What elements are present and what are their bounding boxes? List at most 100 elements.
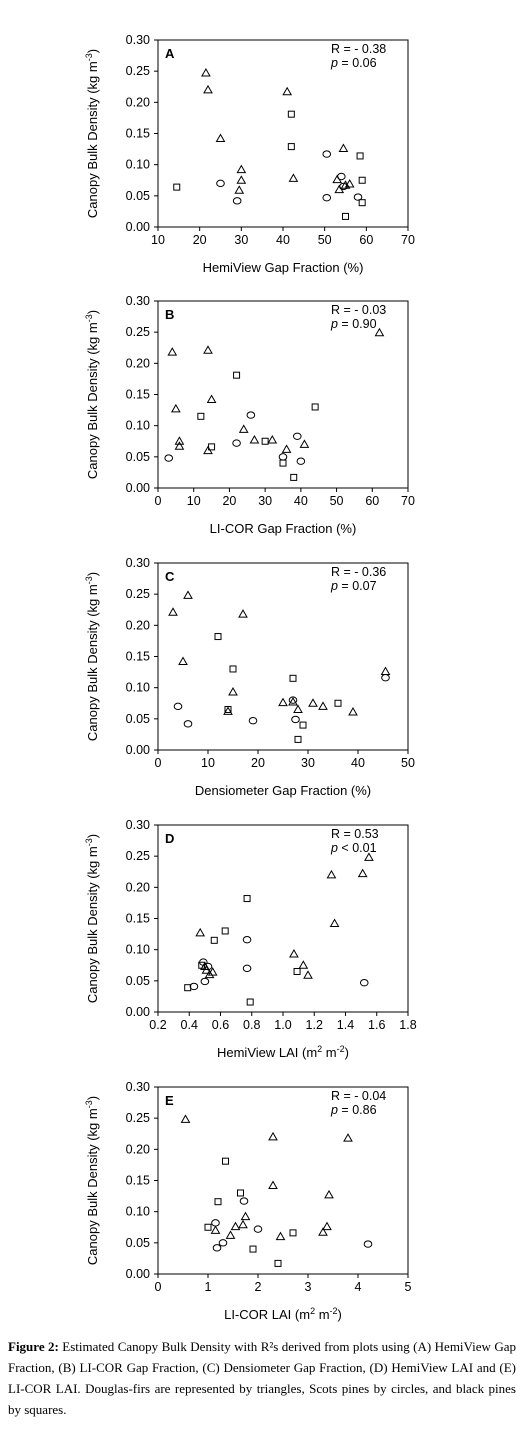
chart-panel-e: 0.00 0.05 0.10 0.15 0.20 0.25 0.30 0 1 2 3 4 5 LI-COR… xyxy=(84,1080,412,1322)
data-point-triangle xyxy=(238,609,248,618)
data-point-square xyxy=(229,665,237,673)
data-point-triangle xyxy=(324,1189,334,1199)
data-point-triangle xyxy=(236,164,247,174)
data-point-triangle xyxy=(203,345,213,354)
data-point-circle xyxy=(212,1244,222,1252)
x-tick-label: 20 xyxy=(251,756,265,770)
data-point-square xyxy=(356,152,364,160)
chart-panel-a: 0.00 0.05 0.10 0.15 0.20 0.25 0.30 10 20 30 40 50 60… xyxy=(84,33,415,275)
x-tick-label: 1.6 xyxy=(368,1018,385,1032)
data-point-triangle xyxy=(308,698,318,707)
stat-r-value: R = - 0.03 xyxy=(331,303,386,317)
data-point-triangle xyxy=(204,969,215,979)
data-point-triangle xyxy=(364,852,374,861)
chart-panel-b: 0.00 0.05 0.10 0.15 0.20 0.25 0.30 0 10 20 30 40 50 6… xyxy=(84,294,415,536)
data-point-square xyxy=(184,984,192,992)
y-tick-label: 0.25 xyxy=(126,325,150,339)
data-point-square xyxy=(358,199,366,207)
y-tick-label: 0.20 xyxy=(126,880,150,894)
data-point-circle xyxy=(242,964,252,973)
panel-letter: B xyxy=(165,307,174,322)
data-point-square xyxy=(294,735,302,743)
y-axis-title: Canopy Bulk Density (kg m-3) xyxy=(84,834,100,1003)
x-tick-label: 4 xyxy=(355,1280,362,1294)
data-point-circle xyxy=(216,179,225,188)
data-point-triangle xyxy=(289,949,299,958)
data-point-square xyxy=(214,1198,222,1206)
x-tick-label: 0.6 xyxy=(212,1018,229,1032)
panel-letter: D xyxy=(165,831,174,846)
y-tick-label: 0.20 xyxy=(126,95,150,109)
data-point-circle xyxy=(164,454,174,462)
y-tick-label: 0.30 xyxy=(126,818,150,832)
x-tick-label: 1.4 xyxy=(337,1018,354,1032)
x-tick-label: 70 xyxy=(401,494,415,508)
data-point-circle xyxy=(232,439,241,447)
y-tick-label: 0.10 xyxy=(126,681,150,695)
data-point-triangle xyxy=(203,84,213,94)
stat-p-value: p = 0.06 xyxy=(330,56,377,70)
y-tick-label: 0.00 xyxy=(126,1267,150,1281)
x-tick-label: 60 xyxy=(365,494,379,508)
x-tick-label: 20 xyxy=(193,233,207,247)
data-point-square xyxy=(197,412,205,420)
y-tick-label: 0.05 xyxy=(126,450,150,464)
y-tick-label: 0.20 xyxy=(126,618,150,632)
data-point-triangle xyxy=(329,918,340,927)
data-point-circle xyxy=(339,182,348,191)
data-point-circle xyxy=(353,193,363,201)
data-point-square xyxy=(173,183,181,191)
data-point-triangle xyxy=(338,143,349,152)
data-point-triangle xyxy=(281,444,292,453)
data-point-triangle xyxy=(240,1211,251,1221)
data-point-square xyxy=(293,967,301,975)
data-point-triangle xyxy=(343,1133,353,1142)
data-point-triangle xyxy=(234,185,245,194)
data-point-triangle xyxy=(318,701,328,710)
data-point-circle xyxy=(211,1219,220,1227)
y-tick-label: 0.05 xyxy=(126,1236,150,1250)
x-tick-label: 2 xyxy=(255,1280,262,1294)
data-point-triangle xyxy=(195,927,206,937)
data-point-square xyxy=(224,705,232,713)
y-tick-label: 0.00 xyxy=(126,481,150,495)
x-tick-label: 10 xyxy=(187,494,201,508)
y-axis-title: Canopy Bulk Density (kg m-3) xyxy=(84,1096,100,1265)
data-point-circle xyxy=(200,977,210,986)
x-tick-label: 30 xyxy=(234,233,248,247)
y-tick-label: 0.25 xyxy=(126,64,150,78)
caption-label: Figure 2: xyxy=(8,1339,59,1354)
data-point-circle xyxy=(246,411,256,419)
y-tick-label: 0.30 xyxy=(126,294,150,308)
stat-r-value: R = - 0.04 xyxy=(331,1089,386,1103)
stat-r-value: R = - 0.38 xyxy=(331,42,386,56)
y-tick-label: 0.15 xyxy=(126,127,150,141)
data-point-square xyxy=(334,699,342,707)
data-point-triangle xyxy=(167,347,178,356)
data-point-square xyxy=(289,674,297,682)
data-point-triangle xyxy=(215,133,226,142)
x-tick-label: 30 xyxy=(301,756,315,770)
y-tick-label: 0.00 xyxy=(126,743,150,757)
stat-p-value: p = 0.86 xyxy=(330,1103,377,1117)
data-point-circle xyxy=(296,457,306,465)
data-point-triangle xyxy=(174,436,185,445)
panel-letter: C xyxy=(165,569,175,584)
data-point-square xyxy=(221,927,229,935)
y-tick-label: 0.10 xyxy=(126,419,150,433)
y-tick-label: 0.10 xyxy=(126,943,150,957)
data-point-square xyxy=(214,633,222,641)
stat-p-value: p = 0.07 xyxy=(330,579,377,593)
data-point-circle xyxy=(239,1197,249,1205)
data-point-circle xyxy=(232,197,242,205)
data-point-triangle xyxy=(293,704,303,713)
x-tick-label: 70 xyxy=(401,233,415,247)
x-tick-label: 3 xyxy=(305,1280,312,1294)
x-tick-label: 1.2 xyxy=(306,1018,323,1032)
data-point-triangle xyxy=(206,394,217,403)
caption-text: Estimated Canopy Bulk Density with R²s d… xyxy=(8,1339,517,1417)
data-point-triangle xyxy=(288,173,299,182)
data-point-triangle xyxy=(275,1231,286,1241)
data-point-triangle xyxy=(236,175,247,184)
data-point-triangle xyxy=(207,967,218,976)
